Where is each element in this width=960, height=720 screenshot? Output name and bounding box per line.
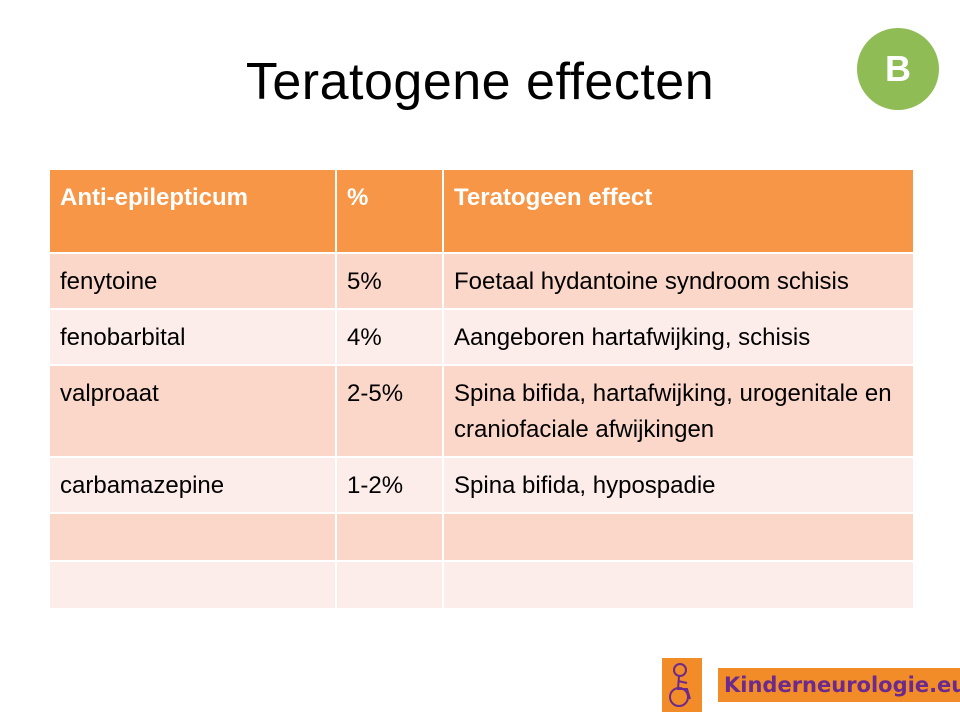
- cell-drug: [48, 560, 337, 610]
- cell-percent: [335, 560, 444, 610]
- header-drug: Anti-epilepticum: [48, 168, 337, 254]
- cell-effect: Foetaal hydantoine syndroom schisis: [442, 252, 915, 310]
- header-effect: Teratogeen effect: [442, 168, 915, 254]
- cell-effect: [442, 512, 915, 562]
- logo-text: Kinderneurologie.eu: [718, 668, 960, 702]
- cell-effect: Aangeboren hartafwijking, schisis: [442, 308, 915, 366]
- slide-title: Teratogene effecten: [245, 53, 715, 111]
- table-row: fenytoine 5% Foetaal hydantoine syndroom…: [48, 252, 915, 310]
- cell-percent: 1-2%: [335, 456, 444, 514]
- table-row: carbamazepine 1-2% Spina bifida, hypospa…: [48, 456, 915, 514]
- cell-percent: 4%: [335, 308, 444, 366]
- table-row-empty: [48, 512, 915, 562]
- cell-effect: Spina bifida, hypospadie: [442, 456, 915, 514]
- table-row: valproaat 2-5% Spina bifida, hartafwijki…: [48, 364, 915, 458]
- cell-effect: [442, 560, 915, 610]
- cell-effect: Spina bifida, hartafwijking, urogenitale…: [442, 364, 915, 458]
- cell-drug: [48, 512, 337, 562]
- cell-drug: carbamazepine: [48, 456, 337, 514]
- cell-percent: 5%: [335, 252, 444, 310]
- kinderneurologie-logo: Kinderneurologie.eu: [662, 658, 960, 712]
- cell-percent: [335, 512, 444, 562]
- cell-drug: valproaat: [48, 364, 337, 458]
- child-wheelchair-logo-icon: [662, 658, 702, 712]
- table-row: fenobarbital 4% Aangeboren hartafwijking…: [48, 308, 915, 366]
- table-row-empty: [48, 560, 915, 610]
- cell-drug: fenytoine: [48, 252, 337, 310]
- section-badge: B: [857, 28, 939, 110]
- header-percent: %: [335, 168, 444, 254]
- cell-percent: 2-5%: [335, 364, 444, 458]
- teratogenic-effects-table: Anti-epilepticum % Teratogeen effect fen…: [48, 168, 915, 610]
- cell-drug: fenobarbital: [48, 308, 337, 366]
- table-header-row: Anti-epilepticum % Teratogeen effect: [48, 168, 915, 254]
